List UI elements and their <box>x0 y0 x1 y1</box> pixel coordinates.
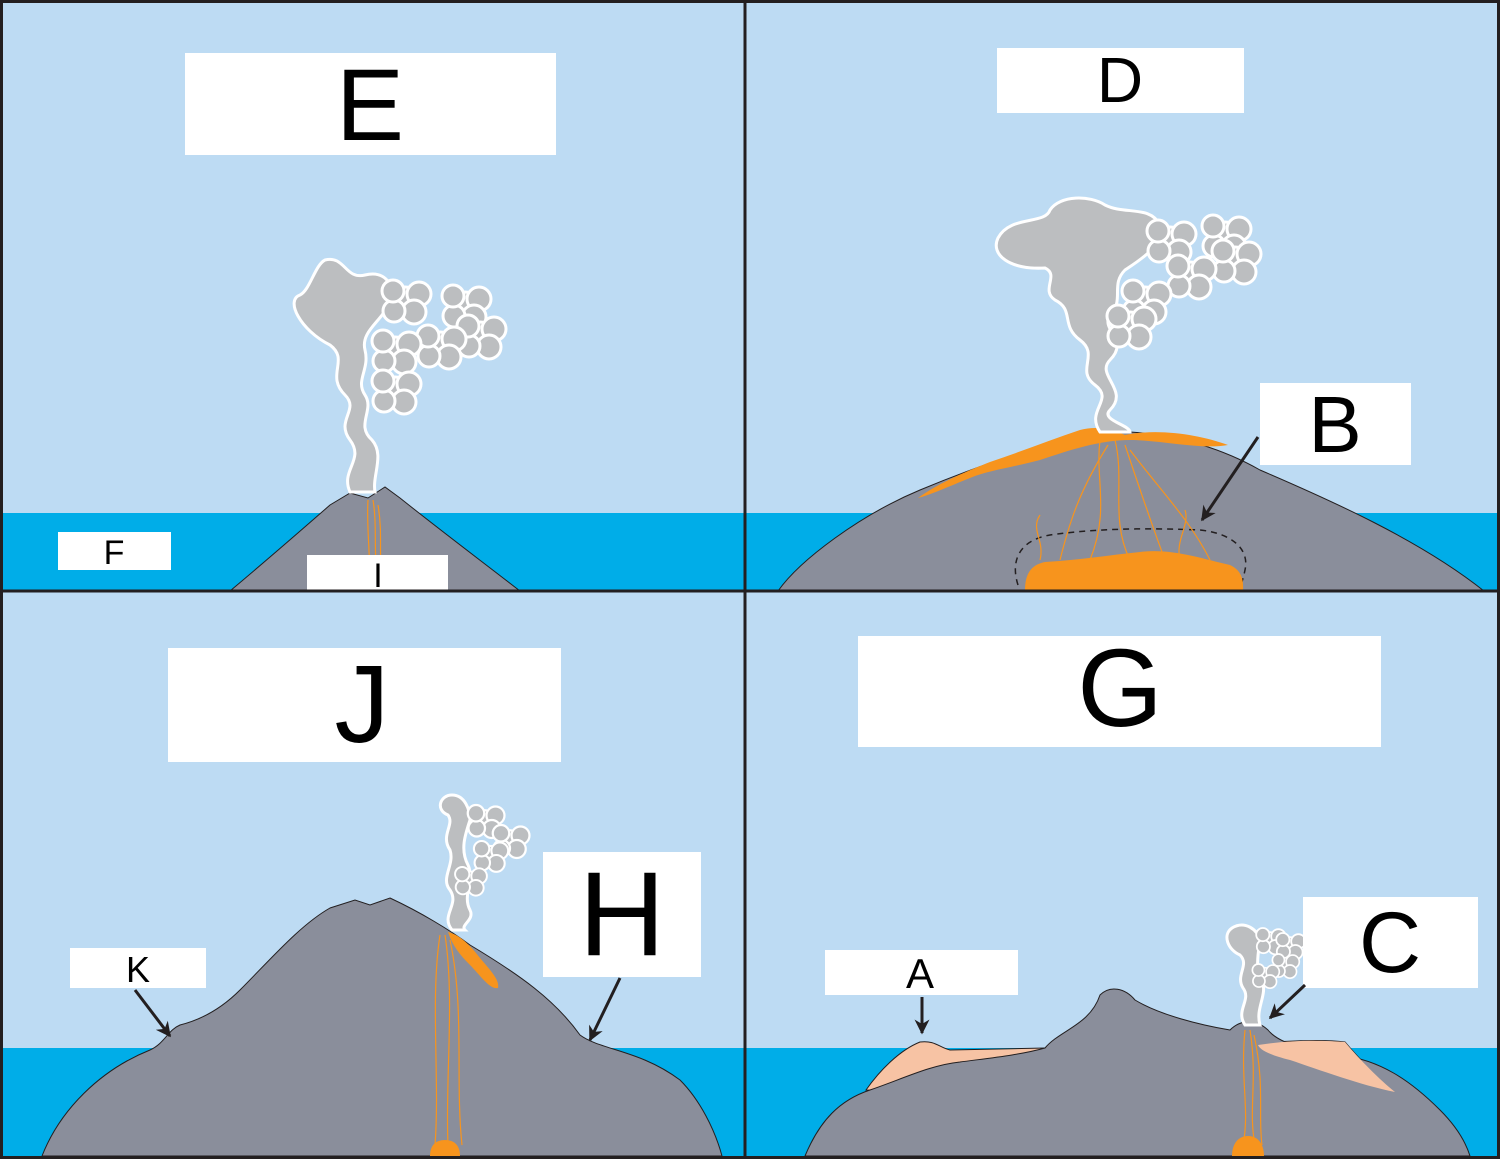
label-box-i <box>307 555 448 593</box>
stage-title-e: E <box>336 48 404 162</box>
title-box-e <box>185 53 556 155</box>
panel-top-left: E F I <box>3 3 745 595</box>
ash-plume <box>1225 923 1307 1027</box>
panel-bottom-left: J H K <box>3 591 745 1157</box>
flank-lava <box>1258 1040 1395 1092</box>
title-box-d <box>997 48 1244 113</box>
ash-plume <box>994 196 1263 434</box>
arrow-c <box>1268 983 1307 1020</box>
volcano-cone <box>804 988 1471 1157</box>
stage-title-j: J <box>335 643 390 766</box>
panel-top-right: D B <box>745 3 1497 592</box>
label-box-k <box>70 948 206 988</box>
magma-chamber <box>1025 551 1244 591</box>
magma-pocket <box>430 1140 460 1156</box>
volcano-cone <box>41 897 723 1157</box>
label-k: K <box>126 949 150 990</box>
lava-flow <box>448 932 499 989</box>
magma-chamber-outline <box>1014 528 1247 592</box>
magma-pocket <box>1232 1136 1264 1156</box>
label-a: A <box>906 950 934 997</box>
ash-plume <box>292 257 508 494</box>
arrow-b <box>1200 436 1260 522</box>
label-box-h <box>543 852 701 977</box>
magma-veins <box>1242 1029 1263 1146</box>
ash-plume <box>438 793 531 932</box>
label-box-c <box>1303 897 1478 988</box>
arrow-h <box>588 977 622 1042</box>
lava-flows <box>918 427 1228 498</box>
label-box-f <box>58 532 171 570</box>
arrow-k <box>133 989 172 1038</box>
magma-veins <box>434 934 463 1146</box>
label-box-a <box>825 950 1018 995</box>
label-f: F <box>104 534 125 572</box>
panel-bottom-right: G C A <box>745 591 1497 1157</box>
label-box-b <box>1260 383 1411 465</box>
label-h: H <box>579 847 666 981</box>
label-c: C <box>1359 895 1421 991</box>
label-i: I <box>373 557 382 595</box>
label-b: B <box>1308 380 1361 469</box>
stage-title-g: G <box>1077 627 1163 750</box>
title-box-g <box>858 636 1381 747</box>
stage-title-d: D <box>1097 44 1143 116</box>
title-box-j <box>168 648 561 762</box>
